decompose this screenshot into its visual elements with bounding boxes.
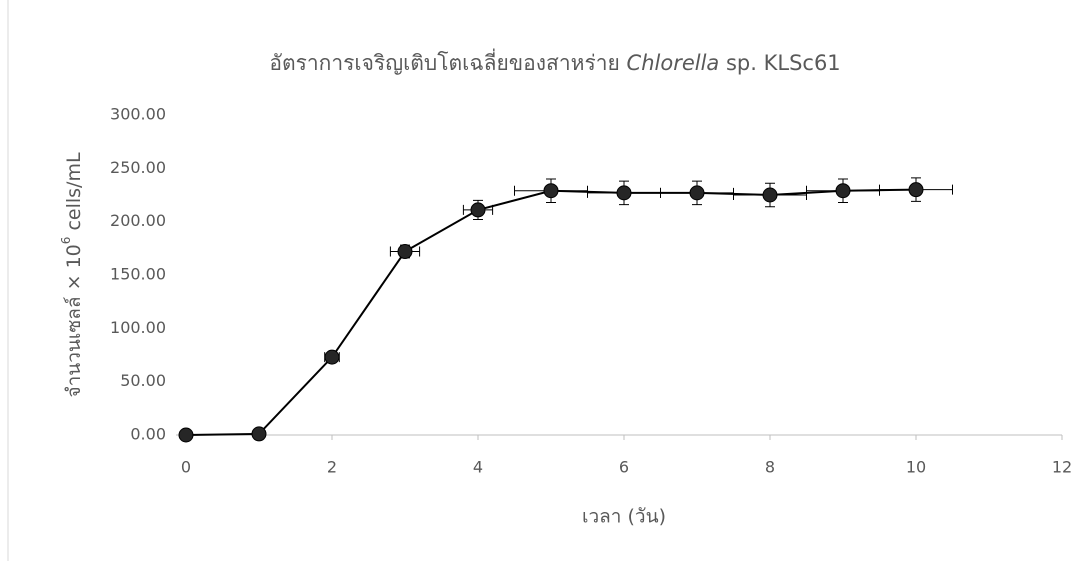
x-tick-label: 10 — [906, 458, 926, 477]
y-label-part: 6 — [59, 237, 73, 245]
x-axis-label: เวลา (วัน) — [582, 506, 666, 528]
data-point — [178, 427, 194, 443]
title-part: sp. KLSc61 — [719, 51, 840, 75]
x-tick-label: 12 — [1052, 458, 1072, 477]
y-tick-label: 150.00 — [110, 265, 166, 284]
data-point — [543, 183, 559, 199]
title-part: อัตราการเจริญเติบโตเฉลี่ยของสาหร่าย — [269, 48, 626, 75]
chart-title: อัตราการเจริญเติบโตเฉลี่ยของสาหร่าย Chlo… — [269, 48, 840, 75]
data-point — [397, 244, 413, 260]
title-part: Chlorella — [627, 51, 720, 75]
data-point — [616, 185, 632, 201]
y-tick-label: 0.00 — [130, 425, 166, 444]
x-tick-label: 6 — [619, 458, 629, 477]
y-tick-label: 300.00 — [110, 105, 166, 124]
data-point — [324, 349, 340, 365]
data-point — [908, 182, 924, 198]
y-tick-label: 100.00 — [110, 318, 166, 337]
data-point — [251, 426, 267, 442]
data-point — [470, 202, 486, 218]
y-tick-label: 250.00 — [110, 158, 166, 177]
y-tick-label: 50.00 — [120, 371, 166, 390]
x-tick-label: 2 — [327, 458, 337, 477]
data-point — [689, 185, 705, 201]
y-axis-label: จำนวนเซลล์ × 106 cells/mL — [59, 152, 85, 397]
y-label-part: จำนวนเซลล์ × 10 — [63, 244, 85, 397]
data-point — [835, 183, 851, 199]
data-point — [762, 187, 778, 203]
x-tick-label: 0 — [181, 458, 191, 477]
data-line — [185, 188, 917, 436]
y-label-part: cells/mL — [63, 152, 85, 237]
x-tick-label: 4 — [473, 458, 483, 477]
x-tick-label: 8 — [765, 458, 775, 477]
y-tick-label: 200.00 — [110, 211, 166, 230]
